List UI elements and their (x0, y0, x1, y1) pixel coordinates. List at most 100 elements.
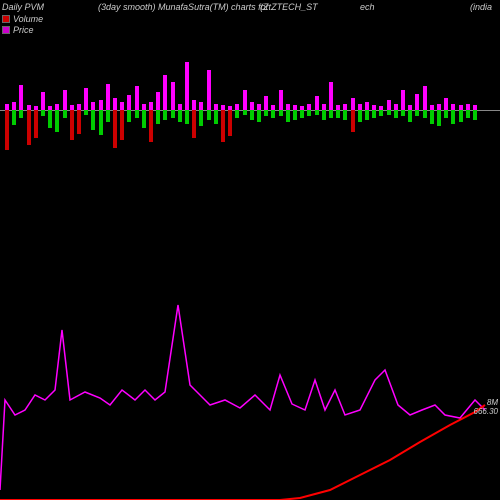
oscillator-bar-up (264, 96, 268, 110)
oscillator-bar-down (444, 110, 448, 118)
title-2: (3day smooth) MunafaSutra(TM) charts for… (98, 2, 318, 12)
oscillator-bar-down (451, 110, 455, 124)
oscillator-bar-down (207, 110, 211, 120)
oscillator-bar-up (12, 102, 16, 110)
oscillator-bar-down (307, 110, 311, 116)
oscillator-bar-down (408, 110, 412, 122)
oscillator-bar-down (351, 110, 355, 132)
oscillator-bar-down (214, 110, 218, 124)
oscillator-bar-down (178, 110, 182, 122)
oscillator-bar-down (41, 110, 45, 116)
oscillator-bar-down (113, 110, 117, 148)
legend-volume: Volume (2, 14, 43, 24)
oscillator-bar-up (351, 98, 355, 110)
oscillator-bar-up (149, 102, 153, 110)
oscillator-bar-down (300, 110, 304, 118)
oscillator-bar-down (315, 110, 319, 115)
oscillator-bar-up (185, 62, 189, 110)
oscillator-bar-up (207, 70, 211, 110)
title-3: (Zt (260, 2, 271, 12)
oscillator-bar-down (235, 110, 239, 118)
chart-header: Daily PVM (3day smooth) MunafaSutra(TM) … (0, 2, 500, 12)
oscillator-bar-up (63, 90, 67, 110)
oscillator-bar-down (156, 110, 160, 124)
oscillator-bar-down (394, 110, 398, 118)
oscillator-bar-up (171, 82, 175, 110)
oscillator-bar-down (34, 110, 38, 138)
legend-price: Price (2, 25, 43, 35)
oscillator-bar-down (199, 110, 203, 126)
oscillator-bar-down (336, 110, 340, 118)
title-1: Daily PVM (2, 2, 44, 12)
oscillator-bar-up (401, 90, 405, 110)
oscillator-bar-down (271, 110, 275, 118)
oscillator-chart (0, 40, 500, 180)
oscillator-bar-down (221, 110, 225, 142)
oscillator-bar-down (77, 110, 81, 134)
oscillator-bar-up (41, 92, 45, 110)
oscillator-bar-up (192, 100, 196, 110)
oscillator-bar-up (135, 86, 139, 110)
oscillator-bar-up (444, 98, 448, 110)
title-5: (india (470, 2, 492, 12)
legend-price-label: Price (13, 25, 34, 35)
oscillator-bar-down (243, 110, 247, 115)
oscillator-bar-up (163, 75, 167, 110)
legend: Volume Price (2, 14, 43, 36)
oscillator-bar-down (185, 110, 189, 124)
oscillator-bar-up (106, 84, 110, 110)
axis-label-1: 8M (487, 398, 498, 407)
oscillator-bar-down (149, 110, 153, 142)
line-chart (0, 200, 500, 500)
oscillator-bar-down (279, 110, 283, 116)
oscillator-bar-up (120, 102, 124, 110)
oscillator-bar-down (91, 110, 95, 130)
oscillator-bar-down (286, 110, 290, 122)
oscillator-bar-up (113, 98, 117, 110)
oscillator-bar-up (199, 102, 203, 110)
oscillator-bar-down (5, 110, 9, 150)
oscillator-bar-down (329, 110, 333, 118)
axis-label-2: 666.30 (474, 407, 498, 416)
oscillator-bar-down (379, 110, 383, 116)
oscillator-bar-down (142, 110, 146, 128)
oscillator-bar-down (365, 110, 369, 120)
legend-volume-swatch (2, 15, 10, 23)
price-line (0, 405, 485, 500)
oscillator-bar-up (19, 85, 23, 110)
oscillator-bar-down (192, 110, 196, 138)
line-chart-svg (0, 200, 500, 500)
oscillator-bar-up (243, 90, 247, 110)
oscillator-bar-down (27, 110, 31, 145)
oscillator-bar-up (156, 92, 160, 110)
legend-price-swatch (2, 26, 10, 34)
oscillator-bar-down (12, 110, 16, 125)
oscillator-bar-down (19, 110, 23, 118)
legend-volume-label: Volume (13, 14, 43, 24)
oscillator-bar-up (415, 94, 419, 110)
oscillator-bar-down (84, 110, 88, 115)
oscillator-bar-down (473, 110, 477, 120)
oscillator-bar-up (91, 102, 95, 110)
oscillator-bar-up (329, 82, 333, 110)
oscillator-bar-down (459, 110, 463, 122)
title-4: ech (360, 2, 375, 12)
oscillator-bar-down (322, 110, 326, 120)
oscillator-bar-down (466, 110, 470, 118)
volume-line (0, 305, 485, 490)
oscillator-bar-down (106, 110, 110, 122)
oscillator-bar-down (55, 110, 59, 132)
oscillator-bar-down (343, 110, 347, 120)
oscillator-bar-down (401, 110, 405, 116)
oscillator-bar-up (365, 102, 369, 110)
oscillator-bar-up (84, 88, 88, 110)
oscillator-bar-down (358, 110, 362, 122)
oscillator-bar-down (99, 110, 103, 135)
oscillator-bar-up (127, 95, 131, 110)
oscillator-bar-down (48, 110, 52, 128)
oscillator-bar-down (120, 110, 124, 140)
oscillator-bar-down (135, 110, 139, 118)
oscillator-bar-down (163, 110, 167, 120)
oscillator-bar-down (127, 110, 131, 122)
oscillator-bar-down (228, 110, 232, 136)
